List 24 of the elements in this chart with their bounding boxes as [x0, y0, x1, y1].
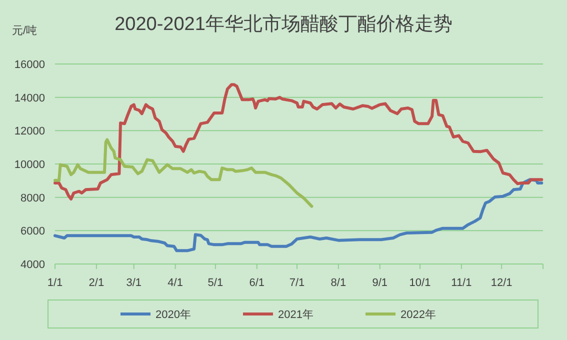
chart-title: 2020-2021年华北市场醋酸丁酯价格走势 — [114, 13, 452, 35]
x-tick-label: 9/1 — [372, 277, 388, 289]
x-tick-label: 12/1 — [490, 277, 512, 289]
x-tick-label: 10/1 — [409, 277, 431, 289]
y-axis-title: 元/吨 — [12, 24, 38, 37]
y-tick-label: 6000 — [20, 226, 45, 238]
x-tick-label: 1/1 — [47, 277, 63, 289]
y-tick-label: 8000 — [20, 192, 45, 204]
x-tick-label: 2/1 — [88, 277, 104, 289]
y-tick-label: 10000 — [14, 159, 45, 171]
legend-label: 2020年 — [156, 309, 191, 321]
x-tick-label: 4/1 — [168, 277, 183, 289]
x-tick-label: 8/1 — [330, 277, 346, 289]
legend-label: 2021年 — [278, 309, 314, 321]
x-tick-label: 11/1 — [451, 277, 472, 289]
y-tick-label: 14000 — [14, 92, 45, 104]
x-tick-label: 6/1 — [249, 277, 265, 289]
y-tick-label: 16000 — [14, 59, 45, 71]
y-tick-label: 4000 — [20, 259, 45, 271]
x-tick-label: 3/1 — [126, 277, 142, 289]
x-tick-label: 5/1 — [208, 277, 224, 289]
legend-label: 2022年 — [400, 309, 436, 321]
x-tick-label: 7/1 — [289, 277, 305, 289]
y-tick-label: 12000 — [14, 126, 45, 138]
